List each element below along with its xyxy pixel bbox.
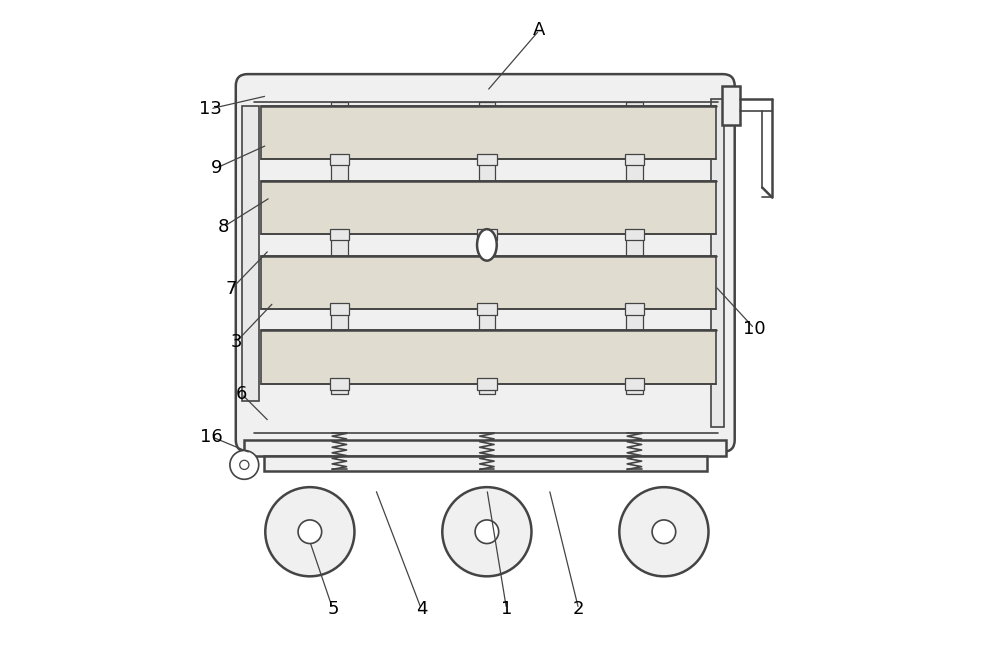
Circle shape: [652, 520, 676, 543]
Bar: [477, 378, 497, 390]
Bar: [477, 304, 497, 315]
Text: 9: 9: [211, 159, 223, 177]
Bar: [722, 86, 740, 125]
Bar: [261, 330, 716, 384]
Circle shape: [619, 487, 708, 576]
Bar: [477, 229, 497, 240]
Bar: [711, 99, 724, 427]
Bar: [264, 457, 707, 472]
Bar: [261, 256, 716, 309]
Text: A: A: [533, 21, 546, 39]
Text: 2: 2: [573, 600, 584, 618]
Bar: [331, 102, 348, 394]
Bar: [625, 304, 644, 315]
Bar: [261, 181, 716, 235]
Bar: [626, 102, 643, 394]
Bar: [625, 154, 644, 165]
Bar: [261, 106, 716, 160]
Bar: [242, 106, 259, 401]
FancyBboxPatch shape: [236, 74, 735, 452]
Bar: [244, 440, 726, 457]
Text: 7: 7: [225, 280, 237, 298]
Text: 6: 6: [236, 385, 247, 403]
Circle shape: [230, 451, 259, 480]
Bar: [330, 229, 349, 240]
Bar: [477, 154, 497, 165]
Circle shape: [240, 461, 249, 470]
Bar: [330, 378, 349, 390]
Circle shape: [442, 487, 531, 576]
Text: 3: 3: [231, 332, 242, 351]
Bar: [330, 154, 349, 165]
Text: 16: 16: [200, 428, 223, 445]
Text: 5: 5: [327, 600, 339, 618]
Bar: [625, 378, 644, 390]
Circle shape: [265, 487, 354, 576]
Bar: [479, 102, 495, 394]
Text: 4: 4: [416, 600, 427, 618]
Circle shape: [475, 520, 499, 543]
Text: 1: 1: [501, 600, 512, 618]
Bar: [625, 229, 644, 240]
Ellipse shape: [477, 229, 497, 261]
Text: 13: 13: [199, 100, 222, 118]
Circle shape: [298, 520, 322, 543]
Text: 8: 8: [218, 218, 229, 236]
Bar: [330, 304, 349, 315]
Text: 10: 10: [743, 319, 766, 338]
